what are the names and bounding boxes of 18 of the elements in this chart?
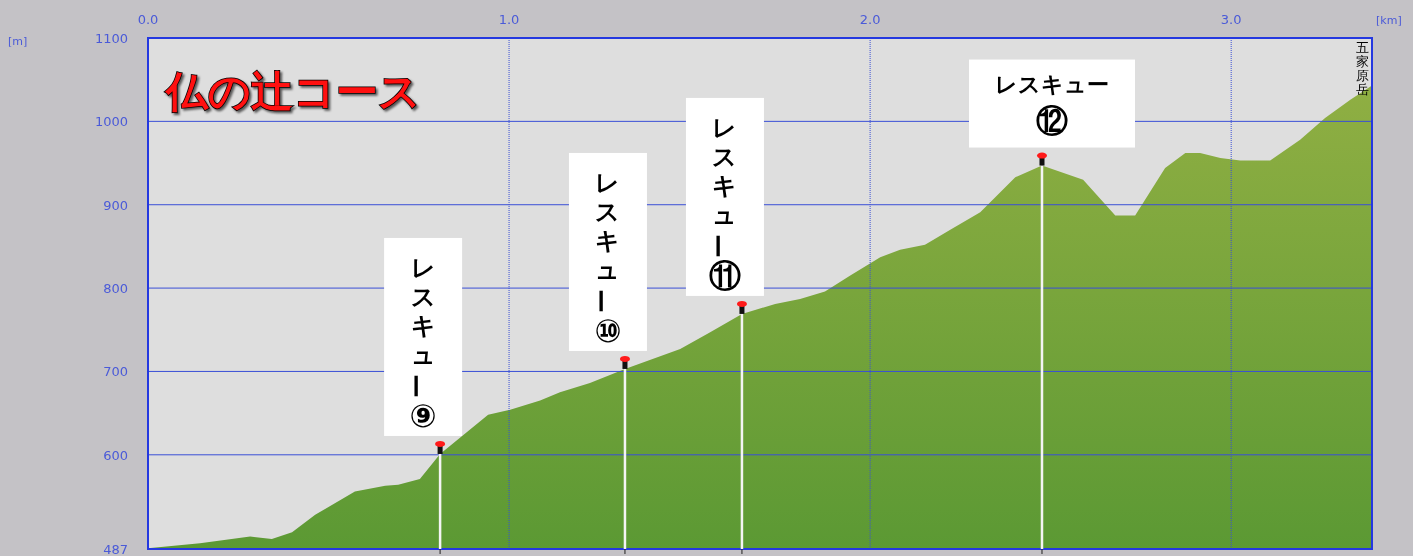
y-tick-label: 800	[103, 281, 128, 297]
y-tick-label: 1100	[94, 31, 128, 46]
annotation: レスキュー⑪	[702, 113, 741, 295]
y-tick-label: 900	[103, 197, 128, 213]
y-tick-label: 1000	[94, 114, 128, 130]
y-tick-label: 487	[103, 542, 128, 556]
x-tick-label: 3.0	[1220, 12, 1242, 27]
x-tick-label: 2.0	[859, 12, 881, 27]
x-tick-label: 1.0	[498, 12, 520, 27]
annotation: レスキュー⑨	[401, 253, 437, 435]
annotation: レスキュー⑩	[585, 168, 622, 350]
y-tick-label: 700	[103, 364, 128, 380]
y-tick-label: 600	[103, 447, 128, 463]
text: 仏の辻コース	[164, 67, 421, 116]
annotation: レスキュー⑫	[994, 71, 1109, 140]
text: [m]	[8, 35, 28, 48]
x-axis-title: [km]	[1376, 14, 1402, 27]
x-tick-label: 0.0	[137, 12, 159, 27]
